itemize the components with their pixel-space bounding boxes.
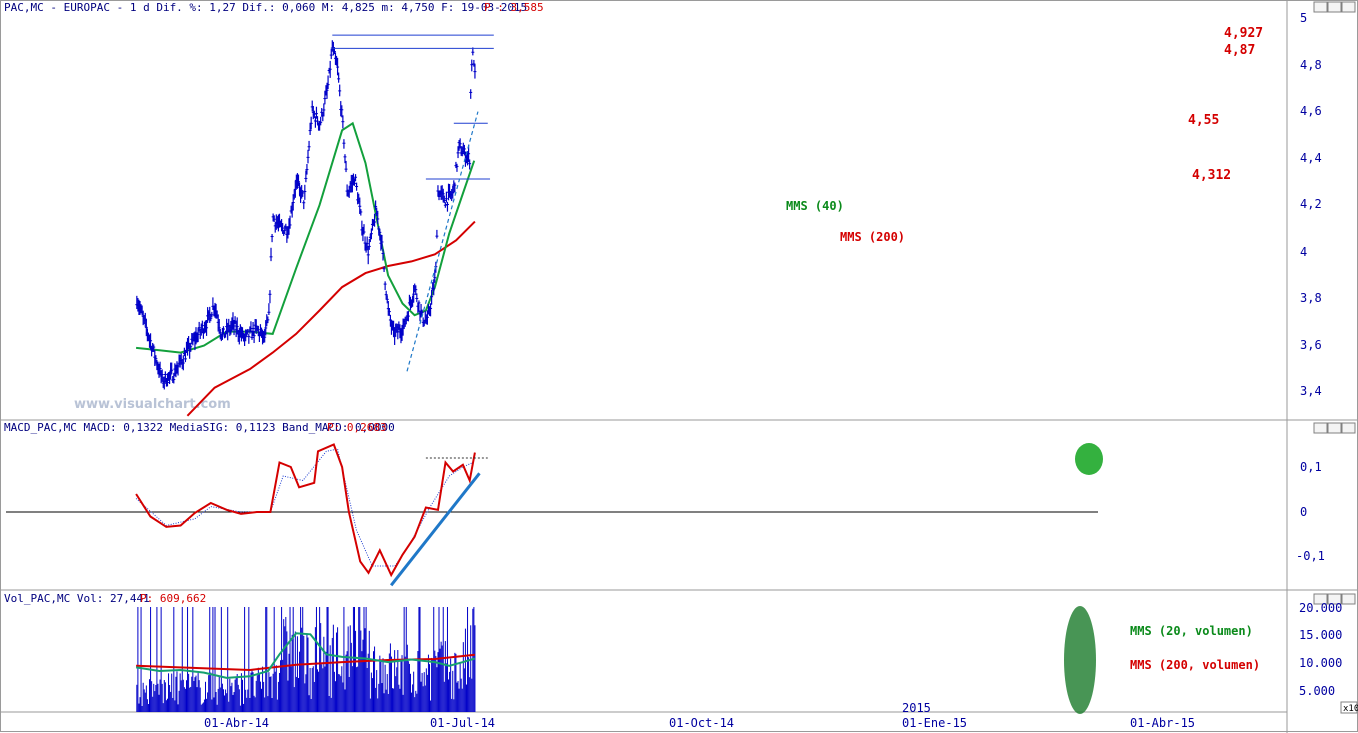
y-tick-label: 4,2 xyxy=(1300,197,1322,211)
x-tick-label: 01-Jul-14 xyxy=(430,716,495,730)
y-tick-label: 4 xyxy=(1300,245,1307,259)
close-button[interactable] xyxy=(1341,1,1356,13)
vol-ma200-label: MMS (200, volumen) xyxy=(1130,658,1260,672)
y-tick-label: 20.000 xyxy=(1299,601,1342,615)
macd-signal-line xyxy=(135,448,476,567)
vol-ma20-line xyxy=(135,632,476,679)
vol-ma200-line xyxy=(136,653,476,672)
close-button[interactable] xyxy=(1341,422,1356,434)
y-tick-label: 4,4 xyxy=(1300,151,1322,165)
level-label: 4,927 xyxy=(1224,26,1263,41)
minimize-button[interactable] xyxy=(1313,1,1328,13)
ma40-label: MMS (40) xyxy=(786,199,844,213)
y-tick-label: 5 xyxy=(1300,11,1307,25)
macd-trendline xyxy=(389,472,481,587)
annotations xyxy=(332,34,1103,714)
macd-y-axis: 0,1 0 -0,1 xyxy=(1296,460,1325,563)
volume-y-axis: 20.000 15.000 10.000 5.000 x10 xyxy=(1299,601,1358,714)
macd-highlight-circle xyxy=(1075,443,1103,475)
y-tick-label: 0,1 xyxy=(1300,460,1322,474)
price-pane-buttons[interactable] xyxy=(1313,1,1356,13)
volume-highlight-ellipse xyxy=(1064,606,1096,714)
y-tick-label: 5.000 xyxy=(1299,684,1335,698)
y-tick-label: 3,8 xyxy=(1300,291,1322,305)
y-tick-label: -0,1 xyxy=(1296,549,1325,563)
macd-header-p: P: 0,2683 xyxy=(327,421,387,434)
volume-bars xyxy=(136,607,476,712)
level-label: 4,55 xyxy=(1188,113,1219,128)
y-tick-label: 0 xyxy=(1300,505,1307,519)
x-tick-label: 01-Oct-14 xyxy=(669,716,734,730)
x-axis: 01-Abr-14 01-Jul-14 01-Oct-14 01-Ene-15 … xyxy=(204,701,1195,730)
volume-header-p: P: 609,662 xyxy=(140,592,206,605)
volume-header: Vol_PAC,MC Vol: 27,441 xyxy=(4,592,150,605)
year-marker: 2015 xyxy=(902,701,931,715)
price-y-axis: 5 4,8 4,6 4,4 4,2 4 3,8 3,6 3,4 xyxy=(1300,11,1322,398)
price-header: PAC,MC - EUROPAC - 1 d Dif. %: 1,27 Dif.… xyxy=(4,1,527,14)
price-bars xyxy=(135,40,477,390)
minimize-button[interactable] xyxy=(1313,422,1328,434)
price-trendline xyxy=(406,111,479,372)
level-label: 4,87 xyxy=(1224,43,1255,58)
macd-pane-buttons[interactable] xyxy=(1313,422,1356,434)
maximize-button[interactable] xyxy=(1327,422,1342,434)
scale-badge[interactable] xyxy=(1340,701,1358,714)
y-tick-label: 3,4 xyxy=(1300,384,1322,398)
maximize-button[interactable] xyxy=(1327,1,1342,13)
watermark: www.visualchart.com xyxy=(74,397,231,412)
scale-badge-label: x10 xyxy=(1343,704,1358,714)
volume-pane-buttons[interactable] xyxy=(1313,593,1356,605)
ma200-line xyxy=(186,220,476,417)
level-label: 4,312 xyxy=(1192,168,1231,183)
maximize-button[interactable] xyxy=(1327,593,1342,605)
y-tick-label: 4,6 xyxy=(1300,104,1322,118)
y-tick-label: 4,8 xyxy=(1300,58,1322,72)
ma200-label: MMS (200) xyxy=(840,230,905,244)
minimize-button[interactable] xyxy=(1313,593,1328,605)
y-tick-label: 15.000 xyxy=(1299,628,1342,642)
price-header-p: P : 3,585 xyxy=(484,1,544,14)
close-button[interactable] xyxy=(1341,593,1356,605)
vol-ma20-label: MMS (20, volumen) xyxy=(1130,624,1253,638)
x-tick-label: 01-Ene-15 xyxy=(902,716,967,730)
x-tick-label: 01-Abr-15 xyxy=(1130,716,1195,730)
x-tick-label: 01-Abr-14 xyxy=(204,716,269,730)
macd-line xyxy=(135,443,476,578)
y-tick-label: 3,6 xyxy=(1300,338,1322,352)
macd-header: MACD_PAC,MC MACD: 0,1322 MediaSIG: 0,112… xyxy=(4,421,395,434)
y-tick-label: 10.000 xyxy=(1299,656,1342,670)
